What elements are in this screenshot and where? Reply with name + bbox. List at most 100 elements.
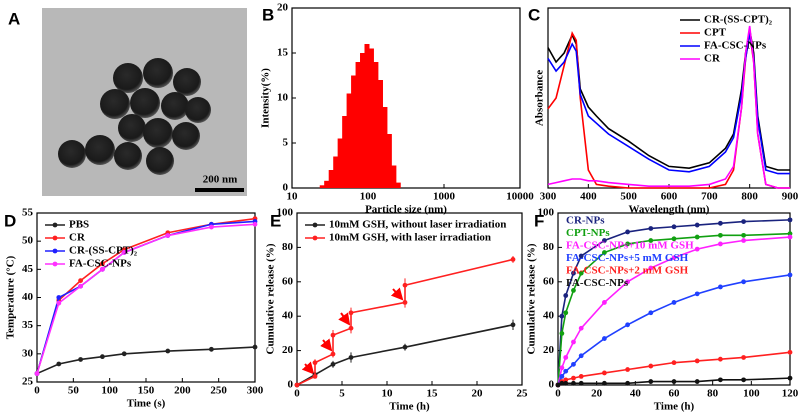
legend-label: 10mM GSH, without laser irradiation [329,219,506,231]
x-axis-title: Time (s) [127,398,166,410]
data-point [787,375,793,381]
x-tick-label: 20 [472,388,484,400]
y-axis-title: Cumulative release (%) [526,243,538,354]
series-line [547,33,790,175]
data-point [571,288,576,293]
x-tick-label: 5 [339,388,345,400]
data-point [578,353,584,359]
data-point [510,322,516,328]
data-point [56,295,62,300]
bar [386,134,392,188]
data-point [559,313,565,319]
panel-label: C [528,5,540,24]
x-tick-label: 120 [782,388,799,400]
bar [333,156,339,188]
y-tick-label: 20 [543,344,555,356]
y-tick-label: 30 [22,347,34,359]
data-point [741,355,746,360]
bar [364,44,370,188]
legend-marker [312,235,318,241]
data-point [559,331,565,336]
data-point [694,246,700,252]
panel-label: F [534,211,544,230]
bar [351,75,357,188]
data-point [571,361,576,367]
data-point [648,310,654,316]
data-point [209,224,214,230]
data-point [100,261,105,267]
legend-label: FA-CSC-NPs+2 mM GSH [566,265,689,277]
data-point [648,238,654,243]
x-tick-label: 200 [174,385,191,397]
bar [319,185,325,188]
data-point [559,380,565,386]
y-axis-title: Intensity(%) [260,68,272,128]
data-point [330,351,336,357]
legend-label: CR-(SS-CPT)₂ [704,14,773,26]
x-tick-label: 60 [669,388,681,400]
legend-label: CR [69,232,86,244]
data-point [602,370,607,376]
y-tick-label: 5 [283,137,289,149]
bar [373,62,379,188]
x-tick-label: 0 [555,388,561,400]
x-tick-label: 50 [68,385,80,397]
series-line [557,274,791,386]
bar [395,182,401,188]
data-point [787,234,793,240]
data-point [100,354,105,360]
legend-marker [312,222,318,228]
x-tick-label: 300 [247,385,264,397]
data-point [165,348,171,354]
panel-label: E [270,211,281,230]
data-point [578,380,584,386]
data-point [312,374,318,379]
data-point [402,300,408,305]
tem-image [42,8,247,196]
y-tick-label: 100 [538,207,555,219]
data-point [312,360,318,366]
y-tick-label: 60 [282,275,294,287]
y-tick-label: 40 [22,291,34,303]
y-tick-label: 35 [22,319,34,331]
x-tick-label: 800 [741,191,758,203]
bar [342,116,348,188]
data-point [671,300,677,305]
x-tick-label: 150 [138,385,155,397]
bar [346,93,352,188]
x-tick-label: 80 [707,388,719,400]
bar [368,48,374,188]
x-tick-label: 20 [591,388,603,400]
data-point [563,380,569,386]
y-axis-title: Temperature (°C) [5,255,17,339]
y-tick-label: 20 [282,344,294,356]
x-tick-label: 10 [382,388,394,400]
legend-marker [52,248,58,254]
data-point [602,238,607,243]
data-point [56,300,62,306]
data-point [625,380,630,386]
bar [391,165,397,188]
data-point [56,361,62,367]
series-line [36,223,256,374]
data-point [559,365,565,371]
data-point [165,233,171,238]
x-tick-label: 500 [620,191,637,203]
data-point [625,279,630,285]
plot-frame [296,212,523,386]
y-tick-label: 0 [288,379,294,391]
data-point [402,344,408,350]
data-point [787,272,793,278]
data-point [625,367,630,372]
bar [328,170,334,188]
data-point [100,266,105,272]
x-tick-label: 0 [294,388,300,400]
y-tick-label: 60 [543,275,555,287]
data-point [602,336,607,341]
y-tick-label: 40 [282,310,294,322]
data-point [78,357,83,362]
data-point [330,361,336,367]
y-tick-label: 20 [277,2,289,14]
data-point [34,371,40,376]
